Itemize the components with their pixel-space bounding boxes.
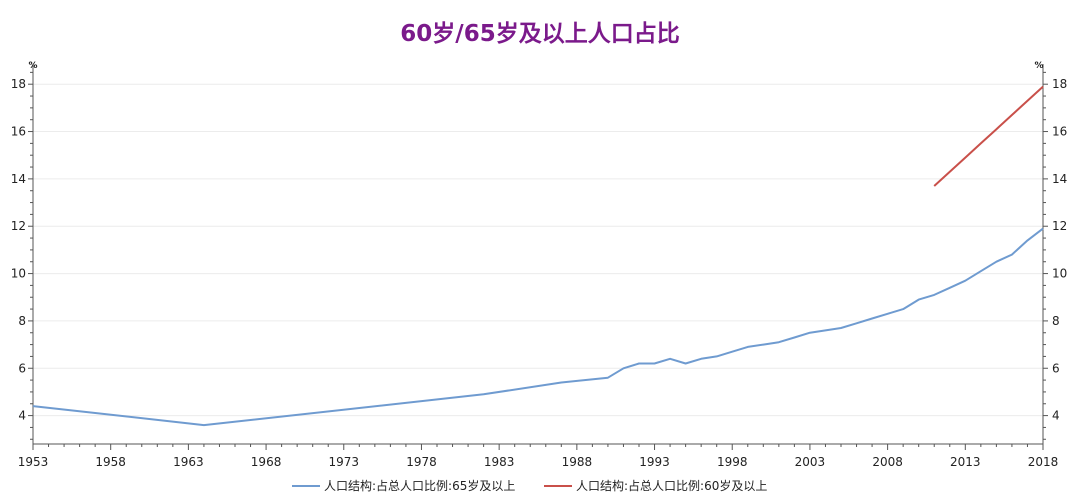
series-line-2 bbox=[933, 85, 1044, 187]
y-tick-label-right: 14 bbox=[1052, 172, 1067, 186]
y-tick-label-left: 18 bbox=[11, 77, 26, 91]
x-tick-label: 1983 bbox=[484, 455, 515, 469]
y-tick-label-left: 8 bbox=[18, 314, 26, 328]
y-tick-label-left: 16 bbox=[11, 125, 26, 139]
y-tick-label-right: 12 bbox=[1052, 219, 1067, 233]
y-tick-label-left: 10 bbox=[11, 267, 26, 281]
gridlines bbox=[33, 83, 1043, 417]
legend: 人口结构:占总人口比例:65岁及以上 人口结构:占总人口比例:60岁及以上 bbox=[292, 478, 767, 493]
x-tick-label: 2018 bbox=[1028, 455, 1059, 469]
legend-label-1: 人口结构:占总人口比例:65岁及以上 bbox=[324, 478, 515, 493]
legend-label-2: 人口结构:占总人口比例:60岁及以上 bbox=[576, 478, 767, 493]
y-tick-label-right: 18 bbox=[1052, 77, 1067, 91]
x-tick-label: 1998 bbox=[717, 455, 748, 469]
series-lines bbox=[32, 85, 1044, 427]
x-tick-label: 1978 bbox=[406, 455, 437, 469]
x-tick-label: 1963 bbox=[173, 455, 204, 469]
y-tick-label-left: 4 bbox=[18, 409, 26, 423]
y-tick-label-right: 4 bbox=[1052, 409, 1060, 423]
x-tick-label: 2013 bbox=[950, 455, 981, 469]
x-tick-label: 1988 bbox=[562, 455, 593, 469]
y-tick-label-right: 10 bbox=[1052, 267, 1067, 281]
chart-title: 60岁/65岁及以上人口占比 bbox=[400, 21, 680, 47]
x-tick-label: 2003 bbox=[795, 455, 826, 469]
x-tick-label: 1968 bbox=[251, 455, 282, 469]
y-tick-label-right: 16 bbox=[1052, 125, 1067, 139]
x-tick-label: 1993 bbox=[639, 455, 670, 469]
x-tick-label: 2008 bbox=[872, 455, 903, 469]
y-tick-label-left: 6 bbox=[18, 361, 26, 375]
y-tick-label-left: 14 bbox=[11, 172, 26, 186]
y-tick-label-right: 8 bbox=[1052, 314, 1060, 328]
y-tick-label-left: 12 bbox=[11, 219, 26, 233]
y-unit-left: % bbox=[28, 61, 37, 71]
axes: 4 4 6 6 8 8 10 10 12 12 14 14 16 16 18 18% % 1953 1958 1963… bbox=[11, 61, 1068, 469]
x-tick-label: 1958 bbox=[95, 455, 126, 469]
y-unit-right: % bbox=[1034, 61, 1043, 71]
y-tick-label-right: 6 bbox=[1052, 361, 1060, 375]
series-line-1 bbox=[32, 227, 1044, 427]
x-tick-label: 1953 bbox=[18, 455, 49, 469]
x-tick-label: 1973 bbox=[328, 455, 359, 469]
